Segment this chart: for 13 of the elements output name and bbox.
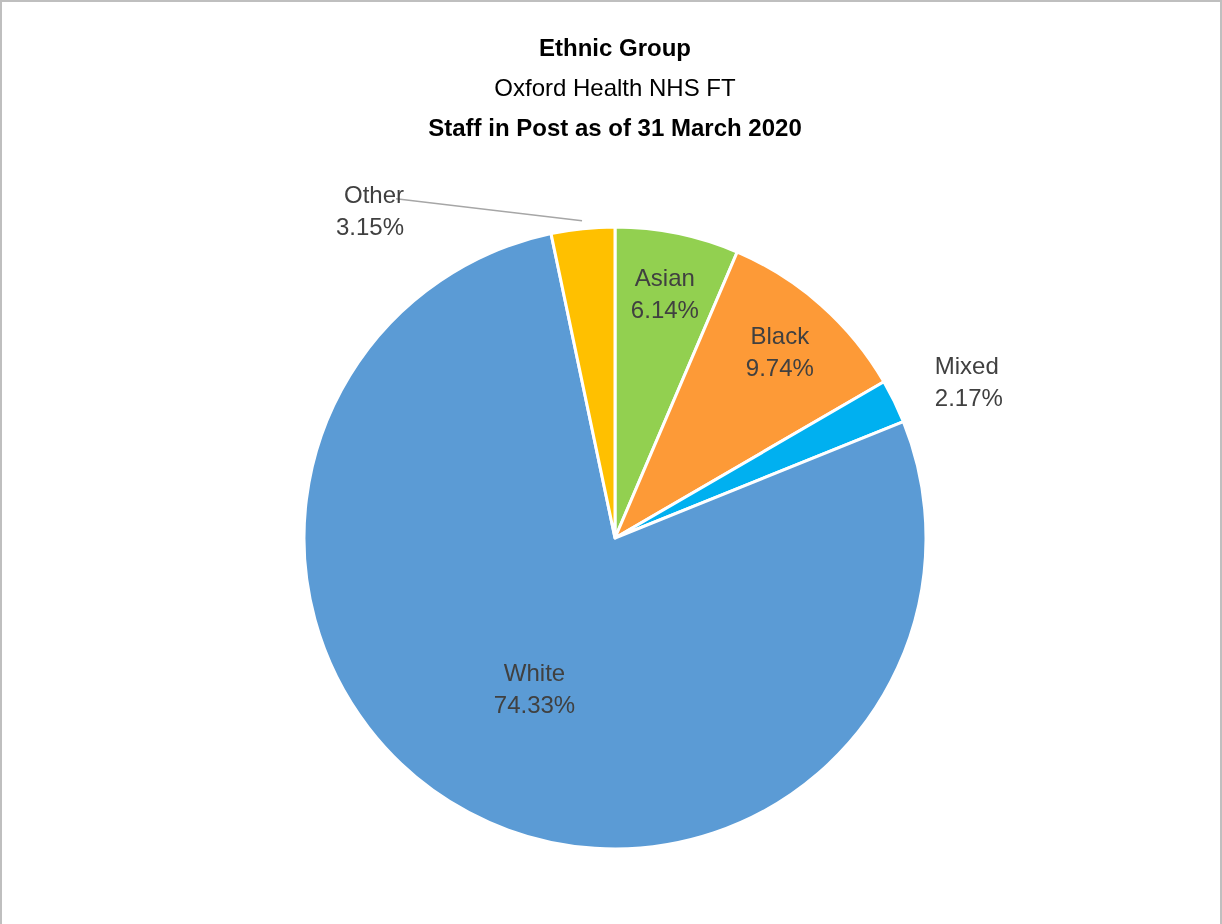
data-label: 2.17% [934,383,1003,411]
chart-title: Ethnic Group [539,34,691,61]
slice-label: Other [343,180,404,208]
data-label: 9.74% [745,353,814,381]
data-label: 6.14% [630,296,699,324]
data-label: 3.15% [335,212,404,240]
chart-subtitle: Oxford Health NHS FT [494,74,737,101]
slice-label: Asian [634,264,695,292]
text: Staff in Post as of 31 March 2020 [428,114,802,141]
slice-label: White [503,658,566,686]
slice-label: Black [750,321,811,349]
data-label: 74.33% [493,690,576,718]
slice-label: Mixed [934,351,999,379]
